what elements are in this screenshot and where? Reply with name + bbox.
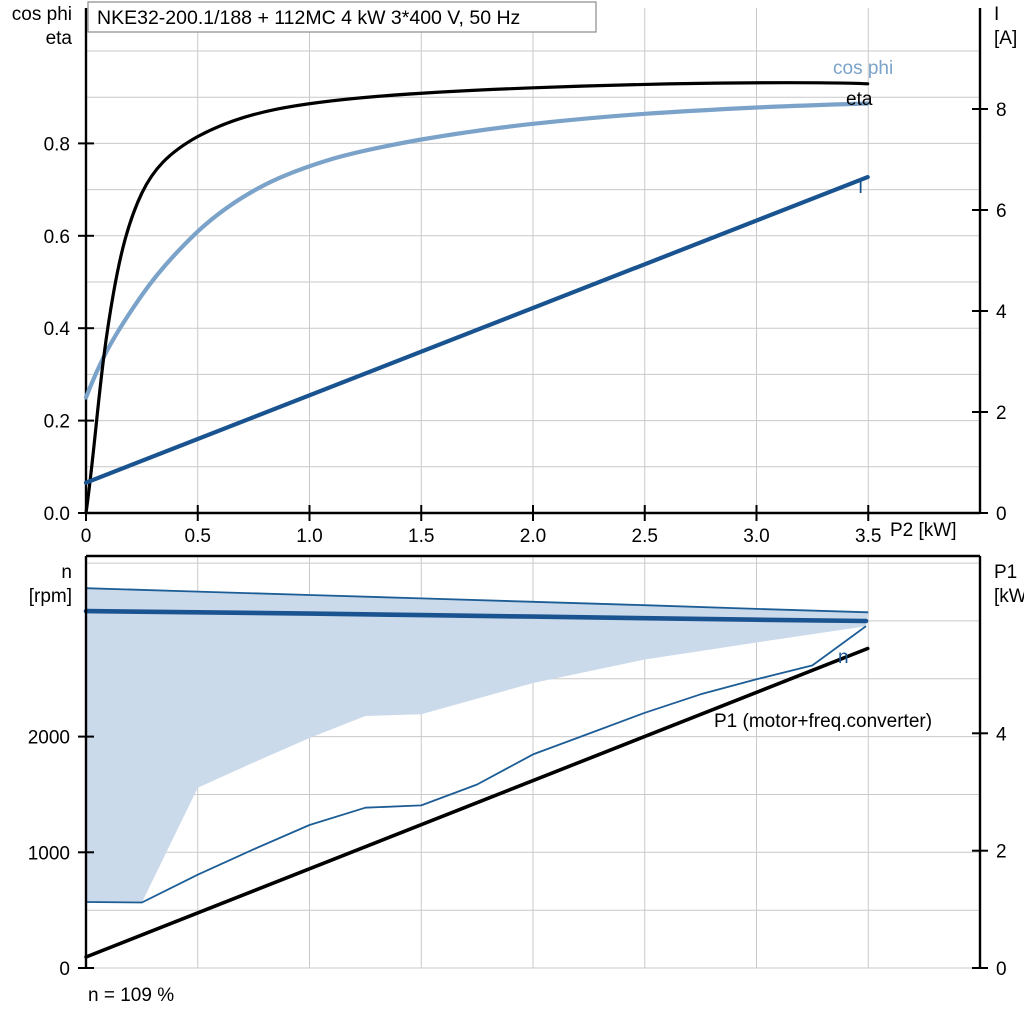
bottom-chart-left-axis-title-line1: n — [61, 562, 72, 583]
bottom-chart-y2tick-2: 4 — [996, 724, 1007, 745]
curve-speed — [83, 608, 869, 624]
top-chart-ytick-0: 0.0 — [44, 504, 70, 525]
bottom-chart-right-axis-title-line1: P1 — [994, 562, 1017, 583]
speed-band-lower-edge — [85, 625, 867, 904]
top-chart-y2tick-3: 6 — [996, 201, 1007, 222]
top-chart-ytick-2: 0.4 — [44, 319, 71, 340]
top-chart-xtick-2: 1.0 — [296, 526, 322, 547]
curve-label-p1: P1 (motor+freq.converter) — [714, 711, 932, 732]
curve-label-eta: eta — [846, 89, 873, 110]
top-chart-xtick-0: 0 — [81, 526, 92, 547]
bottom-chart-right-ticks — [972, 732, 988, 969]
top-chart-left-axis-title-line2: eta — [46, 28, 73, 49]
curve-label-current: I — [858, 177, 863, 198]
top-chart-left-axis-title-line1: cos phi — [12, 4, 72, 25]
top-chart-right-axis-title-line2: [A] — [994, 28, 1017, 49]
top-chart-right-ticks — [972, 108, 988, 514]
bottom-chart-ytick-0: 0 — [59, 959, 70, 980]
curve-cos-phi — [83, 101, 870, 400]
top-chart-ytick-3: 0.6 — [44, 227, 70, 248]
top-chart-right-axis-title-line1: I — [994, 4, 999, 25]
curve-p1 — [84, 646, 870, 959]
top-chart-y2tick-4: 8 — [996, 100, 1007, 121]
top-chart-xtick-7: 3.5 — [855, 526, 881, 547]
bottom-chart-y2tick-1: 2 — [996, 842, 1007, 863]
x-axis-title: P2 [kW] — [890, 520, 957, 541]
bottom-chart-left-ticks — [78, 735, 94, 969]
curve-current — [83, 175, 870, 485]
top-chart-grid-vertical — [197, 8, 869, 513]
bottom-chart-ytick-2: 2000 — [28, 728, 70, 749]
bottom-chart-right-axis-title-line2: [kW] — [994, 586, 1024, 607]
bottom-chart-ytick-1: 1000 — [28, 843, 70, 864]
chart-title: NKE32-200.1/188 + 112MC 4 kW 3*400 V, 50… — [97, 7, 520, 29]
curve-label-cos-phi: cos phi — [833, 58, 893, 79]
footer-note: n = 109 % — [88, 985, 174, 1006]
speed-band-upper-edge — [85, 587, 869, 614]
speed-band-area — [86, 588, 869, 903]
top-chart-ytick-4: 0.8 — [44, 134, 70, 155]
top-chart-y2tick-1: 2 — [996, 403, 1007, 424]
top-chart-xtick-1: 0.5 — [185, 526, 211, 547]
top-chart: 0.0 0.2 0.4 0.6 0.8 0 2 4 6 8 — [12, 1, 1017, 547]
top-chart-xtick-4: 2.0 — [520, 526, 546, 547]
top-chart-xtick-6: 3.0 — [743, 526, 769, 547]
bottom-chart: 0 1000 2000 0 2 4 n [rpm] P1 [kW] n P1 (… — [28, 554, 1024, 1006]
top-chart-y2tick-2: 4 — [996, 302, 1007, 323]
top-chart-left-ticks — [78, 142, 94, 514]
curve-label-speed: n — [838, 647, 849, 668]
top-chart-xtick-3: 1.5 — [408, 526, 434, 547]
top-chart-y2tick-0: 0 — [996, 504, 1007, 525]
bottom-chart-y2tick-0: 0 — [996, 959, 1007, 980]
title-box — [87, 1, 597, 33]
top-chart-ytick-1: 0.2 — [44, 412, 70, 433]
top-chart-xtick-5: 2.5 — [632, 526, 658, 547]
bottom-chart-left-axis-title-line2: [rpm] — [29, 586, 72, 607]
curve-eta — [84, 81, 870, 515]
